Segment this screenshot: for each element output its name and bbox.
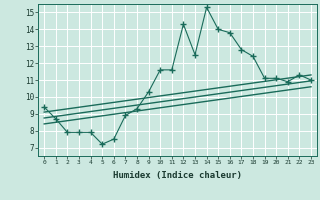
X-axis label: Humidex (Indice chaleur): Humidex (Indice chaleur) [113,171,242,180]
